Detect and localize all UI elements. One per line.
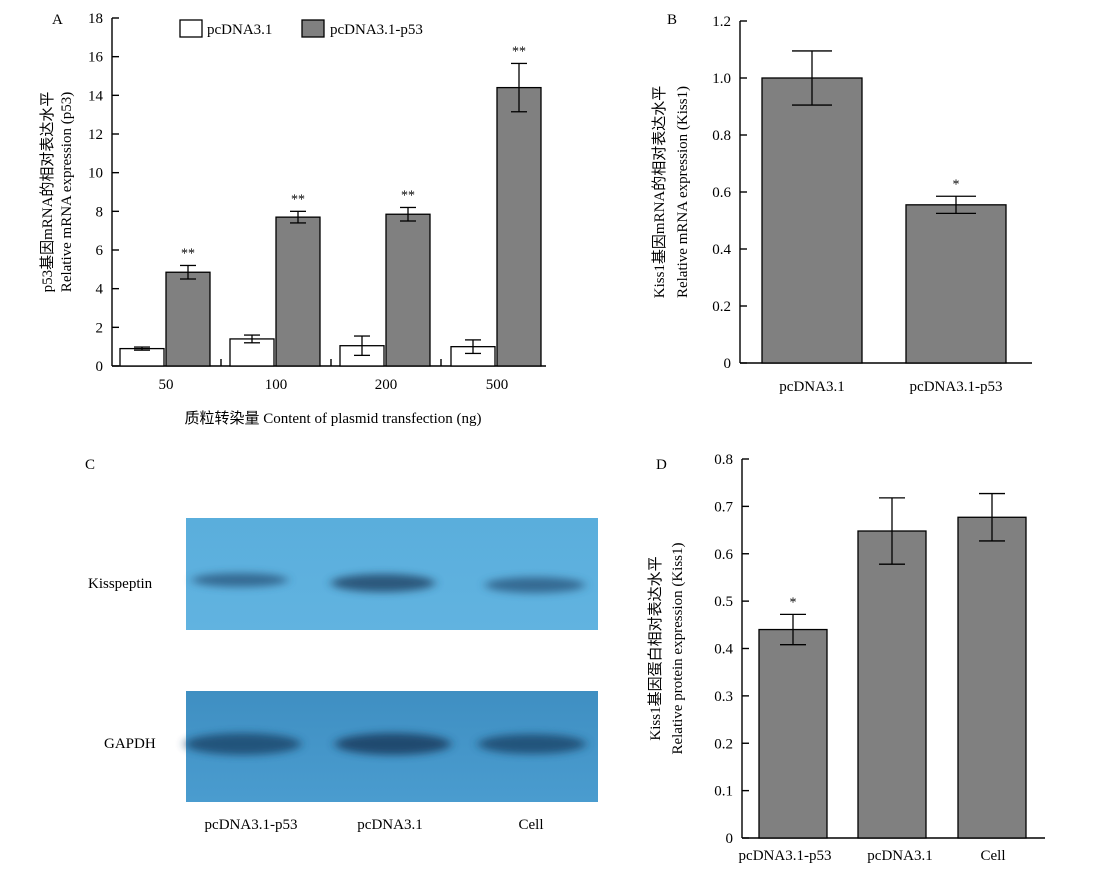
significance-mark: **: [401, 188, 415, 203]
blot-lane-label-1: pcDNA3.1-p53: [205, 817, 298, 833]
bar-pcdna3-1-p53-500: [496, 86, 542, 367]
blot-lane-label-2: pcDNA3.1: [357, 817, 422, 833]
bar-value-pcdna3-1: [761, 77, 863, 364]
bar-value-pcdna3-1: [857, 530, 927, 839]
y-tick-label: 18: [88, 11, 103, 27]
band-gapdh-lane-3: [478, 734, 586, 754]
y-axis-label-chinese: Kiss1基因mRNA的相对表达水平: [651, 86, 668, 299]
y-tick-label: 0.3: [714, 689, 733, 705]
y-tick-label: 0: [726, 831, 734, 847]
x-tick-label: 100: [265, 377, 288, 393]
panel-a-chart: 0 2 4 6 8 10 12 14 16 18 ** ** ** ** 50 100 200 500 p53基因m…: [39, 11, 546, 427]
y-tick-label: 0.4: [714, 642, 733, 658]
blot-row-label-gapdh: GAPDH: [104, 736, 156, 752]
x-tick-label: pcDNA3.1: [867, 848, 932, 864]
y-tick-label: 4: [96, 282, 104, 298]
y-tick-label: 14: [88, 88, 104, 104]
bar-pcdna3-1-p53-50: [165, 271, 211, 367]
legend-swatch-pcdna31-p53: [301, 19, 325, 38]
blot-lane-label-3: Cell: [519, 817, 544, 833]
significance-mark: *: [953, 177, 960, 192]
y-tick-label: 0.4: [712, 242, 731, 258]
band-kisspeptin-lane-1: [192, 573, 288, 587]
y-tick-label: 1.2: [712, 14, 731, 30]
x-tick-label: 500: [486, 377, 509, 393]
y-axis-label-chinese: Kiss1基因蛋白相对表达水平: [647, 556, 664, 740]
y-tick-label: 12: [88, 127, 103, 143]
panel-a-letter: A: [52, 12, 63, 28]
x-tick-label: 200: [375, 377, 398, 393]
x-tick-label: pcDNA3.1-p53: [739, 848, 832, 864]
y-tick-label: 1.0: [712, 71, 731, 87]
y-tick-label: 0.6: [714, 547, 733, 563]
y-tick-label: 0.2: [714, 736, 733, 752]
x-tick-label: pcDNA3.1-p53: [910, 379, 1003, 395]
panel-b-chart: 0 0.2 0.4 0.6 0.8 1.0 1.2 * pcDNA3.1 pcDNA3.1-p53…: [651, 14, 1032, 395]
significance-mark: **: [291, 192, 305, 207]
x-tick-label: pcDNA3.1: [779, 379, 844, 395]
panel-d-letter: D: [656, 457, 667, 473]
y-tick-label: 6: [96, 243, 104, 259]
y-axis-label-english: Relative protein expression (Kiss1): [670, 542, 686, 754]
bar-value-pcdna3-1-p53: [758, 628, 828, 839]
y-tick-label: 0.2: [712, 299, 731, 315]
bar-value-cell: [957, 516, 1027, 839]
y-tick-label: 16: [88, 50, 104, 66]
bar-pcdna3-1-p53-200: [385, 213, 431, 367]
panel-c-letter: C: [85, 457, 95, 473]
band-gapdh-lane-2: [335, 733, 451, 755]
band-kisspeptin-lane-2: [331, 574, 435, 592]
y-axis-label-english: Relative mRNA expression (Kiss1): [675, 86, 691, 298]
blot-row-label-kisspeptin: Kisspeptin: [88, 576, 153, 592]
y-tick-label: 0.8: [714, 452, 733, 468]
y-tick-label: 2: [96, 320, 104, 336]
x-tick-label: 50: [159, 377, 174, 393]
y-tick-label: 8: [96, 204, 104, 220]
y-tick-label: 0.1: [714, 784, 733, 800]
panel-d-chart: 0 0.1 0.2 0.3 0.4 0.5 0.6 0.7 0.8 * pcDNA3.1-p53 pc…: [647, 452, 1045, 864]
bar-pcdna3-1-p53-100: [275, 216, 321, 367]
panel-b-letter: B: [667, 12, 677, 28]
significance-mark: *: [790, 595, 797, 610]
y-axis-label-english: Relative mRNA expression (p53): [59, 92, 75, 292]
significance-mark: **: [181, 246, 195, 261]
x-tick-label: Cell: [981, 848, 1006, 864]
y-tick-label: 0.8: [712, 128, 731, 144]
y-tick-label: 0: [724, 356, 732, 372]
y-tick-label: 0.7: [714, 499, 733, 515]
x-axis-label: 质粒转染量 Content of plasmid transfection (n…: [184, 410, 481, 427]
y-tick-label: 0.5: [714, 594, 733, 610]
y-tick-label: 10: [88, 166, 103, 182]
panel-c-blot: Kisspeptin GAPDH pcDNA3.1-p53 pcDNA3.1 C…: [88, 518, 598, 833]
y-axis-label-chinese: p53基因mRNA的相对表达水平: [39, 92, 56, 293]
significance-mark: **: [512, 44, 526, 59]
band-kisspeptin-lane-3: [485, 577, 585, 593]
band-gapdh-lane-1: [185, 733, 301, 755]
legend-label-pcdna31-p53: pcDNA3.1-p53: [330, 22, 423, 38]
bar-pcdna3-1-50: [119, 347, 165, 367]
bar-value-pcdna3-1-p53: [905, 204, 1007, 364]
panel-a-legend: pcDNA3.1 pcDNA3.1-p53: [179, 19, 423, 38]
legend-label-pcdna31: pcDNA3.1: [207, 22, 272, 38]
y-tick-label: 0.6: [712, 185, 731, 201]
y-tick-label: 0: [96, 359, 104, 375]
legend-swatch-pcdna31: [179, 19, 203, 38]
